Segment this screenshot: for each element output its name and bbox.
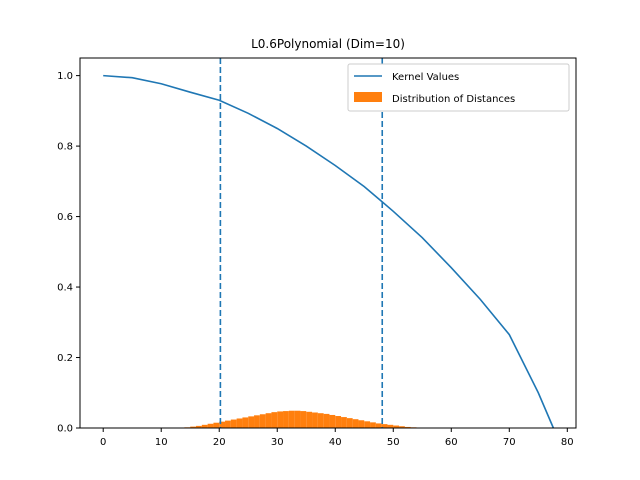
- histogram-bar: [288, 410, 295, 428]
- x-tick-label: 80: [561, 437, 574, 448]
- x-tick-label: 40: [329, 437, 342, 448]
- x-tick-label: 20: [213, 437, 226, 448]
- x-tick-label: 0: [100, 437, 106, 448]
- x-tick-label: 10: [155, 437, 168, 448]
- histogram-bar: [346, 418, 353, 428]
- histogram-bar: [271, 412, 278, 428]
- histogram-bar: [242, 417, 249, 428]
- y-tick-label: 0.4: [57, 283, 73, 294]
- histogram-bar: [236, 418, 243, 428]
- y-tick-label: 0.2: [57, 353, 73, 364]
- histogram-bar: [300, 411, 307, 428]
- histogram-bar: [259, 414, 266, 428]
- histogram-bar: [329, 414, 336, 428]
- series-line-kernel-values: [103, 74, 555, 429]
- legend: Kernel Values Distribution of Distances: [347, 63, 570, 112]
- histogram-bar: [254, 415, 260, 428]
- threshold-lines: [219, 58, 384, 428]
- histogram-bar: [335, 416, 342, 428]
- histogram-bar: [277, 411, 284, 428]
- histogram-bar: [381, 424, 388, 428]
- legend-label-kernel-values: Kernel Values: [392, 72, 459, 83]
- histogram-bar: [317, 413, 324, 428]
- y-tick-label: 0.6: [57, 212, 73, 223]
- axes-frame: [79, 57, 577, 429]
- plot-area: [103, 58, 555, 429]
- histogram-bar: [387, 424, 394, 428]
- histogram-bar: [393, 425, 400, 428]
- histogram-bar: [352, 419, 359, 428]
- x-tick-label: 50: [387, 437, 400, 448]
- x-tick-label: 60: [445, 437, 458, 448]
- y-tick-label: 0.8: [57, 142, 73, 153]
- histogram-bar: [196, 425, 202, 428]
- y-axis-ticks: 0.0 0.2 0.4 0.6 0.8 1.0: [57, 71, 80, 435]
- histogram-bar: [230, 419, 237, 428]
- histogram-bar: [265, 413, 272, 428]
- histogram-bar: [213, 422, 220, 428]
- chart-title: L0.6Polynomial (Dim=10): [251, 37, 405, 51]
- histogram-bar: [341, 417, 347, 428]
- histogram-bar: [248, 416, 255, 428]
- legend-swatch-distribution-of-distances: [354, 92, 382, 102]
- histogram-bar: [399, 426, 405, 428]
- histogram-bar: [219, 421, 226, 428]
- x-axis-ticks: 0 10 20 30 40 50 60 70 80: [100, 428, 574, 448]
- histogram-bar: [370, 422, 376, 428]
- histogram-bars: [184, 410, 423, 428]
- histogram-bar: [283, 411, 289, 428]
- histogram-bar: [294, 410, 301, 428]
- histogram-bar: [364, 421, 371, 428]
- histogram-bar: [323, 413, 330, 428]
- legend-box: [347, 63, 570, 112]
- histogram-bar: [201, 424, 208, 428]
- y-tick-label: 1.0: [57, 71, 73, 82]
- histogram-bar: [190, 426, 197, 428]
- histogram-bar: [375, 423, 382, 428]
- histogram-bar: [225, 420, 231, 428]
- histogram-bar: [358, 420, 365, 428]
- histogram-bar: [404, 426, 411, 428]
- x-tick-label: 30: [271, 437, 284, 448]
- histogram-bar: [306, 411, 313, 428]
- x-tick-label: 70: [503, 437, 516, 448]
- y-tick-label: 0.0: [57, 424, 73, 435]
- histogram-bar: [312, 412, 318, 428]
- legend-label-distribution-of-distances: Distribution of Distances: [392, 94, 515, 105]
- histogram-bar: [207, 423, 214, 428]
